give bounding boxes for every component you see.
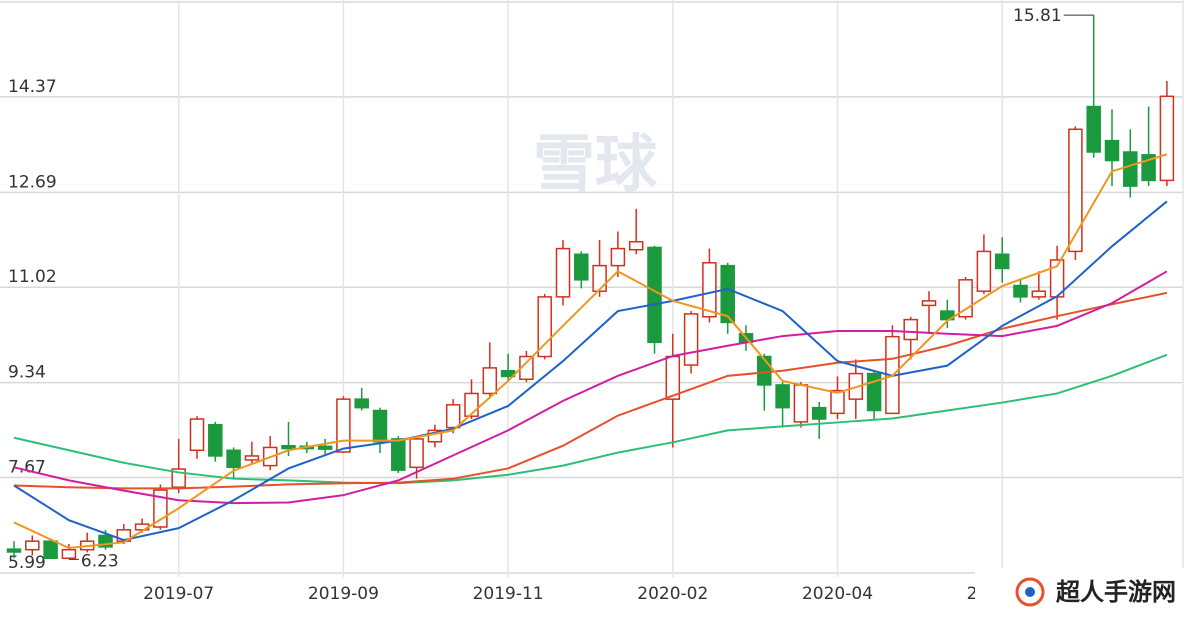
candle-body (921, 300, 937, 307)
watermark: 雪球 (533, 127, 658, 200)
brand-logo-dot (1025, 587, 1035, 597)
candle-body (903, 318, 918, 341)
ma-line (13, 270, 1168, 505)
candle-body (445, 404, 461, 429)
candle-body (281, 444, 296, 450)
plot: 5.997.679.3411.0212.6914.3716.042019-072… (0, 0, 1184, 604)
candle-body (775, 384, 790, 409)
candle-body (647, 246, 662, 344)
y-tick-label: 5.99 (8, 553, 46, 573)
x-tick-label: 2019-09 (308, 584, 379, 604)
ma-line (13, 291, 1168, 490)
candle-body (61, 548, 77, 559)
ma-line (13, 353, 1168, 485)
ma-line (13, 153, 1168, 550)
candle-body (317, 445, 333, 450)
candle-body (427, 429, 443, 443)
candle-body (628, 241, 644, 251)
candle-body (683, 313, 699, 366)
high-label: 15.81 (1013, 6, 1062, 26)
x-tick-label: 2019-11 (473, 584, 544, 604)
candle-body (1159, 95, 1175, 182)
candle-body (1123, 151, 1138, 187)
candle-body (98, 534, 113, 548)
candle-body (372, 409, 388, 443)
y-tick-label: 11.02 (8, 267, 57, 287)
candle-body (1086, 105, 1101, 153)
candle-body (994, 253, 1010, 270)
candle-body (226, 449, 241, 469)
candle-body (1068, 128, 1083, 253)
candle-body (830, 389, 845, 415)
y-tick-label: 16.04 (8, 0, 57, 2)
brand: 超人手游网 (1056, 578, 1176, 606)
candle-body (811, 406, 827, 420)
candle-body (409, 438, 424, 469)
x-tick-label: 2019-07 (143, 584, 214, 604)
y-tick-label: 14.37 (8, 77, 57, 97)
candle-body (555, 247, 571, 298)
candle-body (189, 418, 205, 452)
candle-body (665, 355, 681, 400)
candle-body (43, 540, 58, 559)
candle-body (574, 253, 589, 281)
candle-body (1013, 284, 1028, 298)
y-tick-label: 12.69 (8, 172, 57, 192)
candle-body (25, 540, 40, 551)
candle-body (1104, 139, 1120, 162)
candle-body (244, 455, 260, 461)
candle-body (720, 264, 735, 324)
ma-line (13, 200, 1168, 542)
candle-body (702, 262, 717, 318)
candle-body (793, 384, 809, 423)
candle-body (336, 398, 351, 453)
candle-body (976, 250, 992, 292)
candle-body (592, 264, 607, 292)
candle-body (391, 438, 406, 471)
x-tick-label: 2020-04 (802, 584, 873, 604)
low-label: 6.23 (81, 551, 119, 571)
candle-body (354, 398, 369, 409)
brand-bg (975, 568, 1200, 617)
candle-body (208, 423, 223, 457)
candle-body (1031, 290, 1047, 298)
candle-body (6, 548, 22, 553)
candle-body (482, 367, 498, 395)
x-tick-label: 2020-02 (637, 584, 708, 604)
candle-body (610, 247, 626, 267)
brand-logo (1015, 577, 1045, 607)
y-tick-label: 9.34 (8, 363, 46, 383)
